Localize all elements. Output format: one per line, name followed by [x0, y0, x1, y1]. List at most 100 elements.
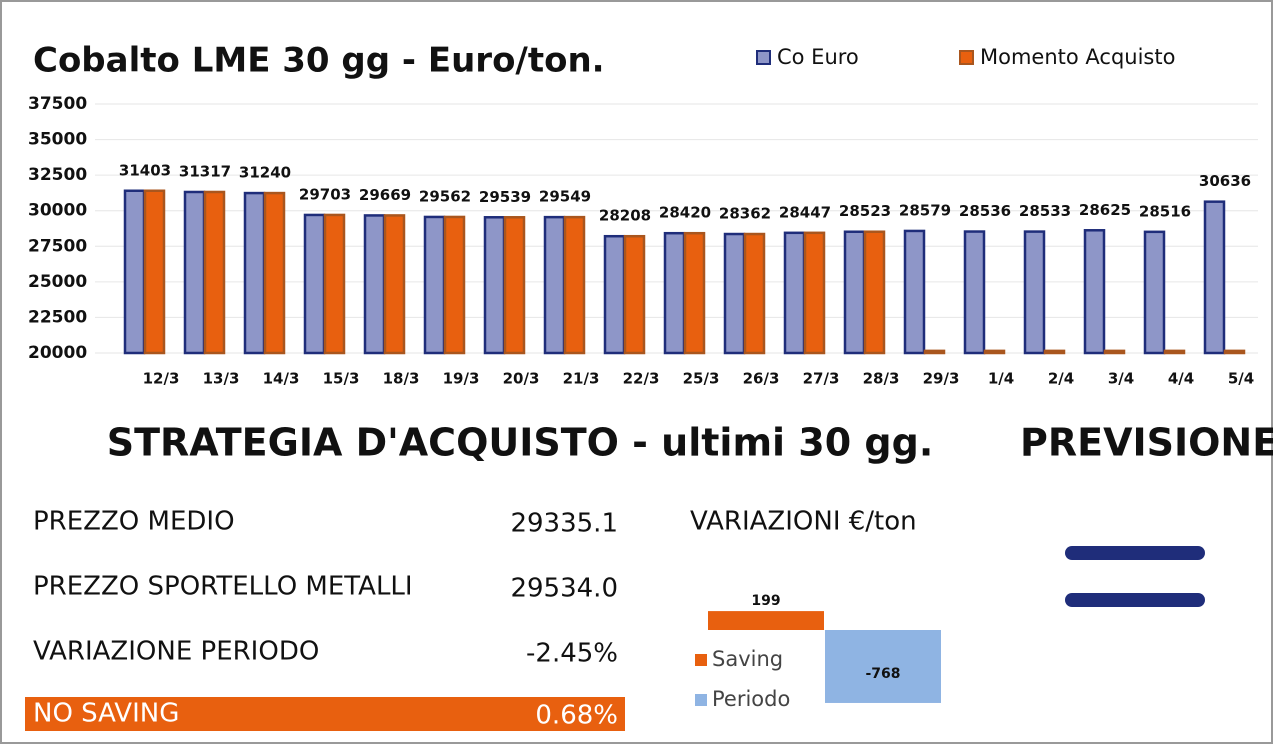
data-label: 28533: [1019, 202, 1071, 220]
bar: [683, 231, 706, 355]
x-tick-label: 2/4: [1048, 370, 1074, 388]
y-tick-label: 32500: [28, 165, 87, 185]
data-label: 28208: [599, 207, 651, 225]
data-label: -768: [865, 666, 900, 682]
x-tick-label: 25/3: [683, 370, 720, 388]
bar: [1023, 230, 1046, 355]
x-tick-label: 13/3: [203, 370, 240, 388]
bar: [363, 214, 386, 355]
bar: [323, 213, 346, 355]
bar: [183, 190, 206, 355]
y-tick-label: 37500: [28, 94, 87, 114]
data-label: 29703: [299, 185, 351, 203]
bar: [1223, 349, 1246, 355]
bar: [863, 230, 886, 355]
x-tick-label: 28/3: [863, 370, 900, 388]
data-label: 29562: [419, 187, 471, 205]
legend-label: Momento Acquisto: [980, 45, 1175, 69]
y-tick-label: 27500: [28, 236, 87, 256]
bar: [963, 230, 986, 355]
legend-swatch: [959, 50, 974, 65]
bar: [1083, 229, 1106, 355]
row-value: 29534.0: [510, 574, 618, 604]
result-label: NO SAVING: [33, 699, 179, 729]
legend-swatch: [756, 50, 771, 65]
legend-swatch: [695, 654, 707, 666]
bar: [803, 231, 826, 355]
bar: [663, 231, 686, 355]
x-tick-label: 18/3: [383, 370, 420, 388]
x-tick-label: 3/4: [1108, 370, 1134, 388]
bar: [383, 214, 406, 355]
bar: [123, 189, 146, 355]
data-label: 28362: [719, 205, 771, 223]
x-tick-label: 15/3: [323, 370, 360, 388]
data-label: 199: [751, 593, 780, 609]
legend-swatch: [695, 694, 707, 706]
data-label: 28625: [1079, 201, 1131, 219]
x-tick-label: 5/4: [1228, 370, 1254, 388]
legend-label: Co Euro: [777, 45, 859, 69]
x-tick-label: 29/3: [923, 370, 960, 388]
data-label: 28516: [1139, 202, 1191, 220]
x-tick-label: 22/3: [623, 370, 660, 388]
bar: [423, 215, 446, 355]
legend-label: Periodo: [712, 687, 790, 711]
data-label: 30636: [1199, 172, 1251, 190]
data-label: 28420: [659, 204, 711, 222]
bar: [708, 611, 824, 630]
bar: [783, 231, 806, 355]
bar: [623, 234, 646, 355]
bar: [983, 349, 1006, 355]
bar: [263, 191, 286, 355]
x-tick-label: 12/3: [143, 370, 180, 388]
bar: [743, 232, 766, 355]
row-value: -2.45%: [526, 639, 618, 669]
bar: [1103, 349, 1126, 355]
y-tick-label: 22500: [28, 307, 87, 327]
result-band: [25, 697, 625, 731]
y-tick-label: 30000: [28, 201, 87, 221]
chart-title: Cobalto LME 30 gg - Euro/ton.: [33, 41, 605, 81]
x-tick-label: 1/4: [988, 370, 1014, 388]
x-tick-label: 14/3: [263, 370, 300, 388]
forecast-title: PREVISIONE: [1020, 421, 1273, 465]
bar: [1143, 230, 1166, 355]
bar: [603, 234, 626, 355]
y-tick-label: 25000: [28, 272, 87, 292]
data-label: 31240: [239, 164, 291, 182]
x-tick-label: 27/3: [803, 370, 840, 388]
data-label: 28447: [779, 203, 831, 221]
bar: [243, 191, 266, 355]
bar: [1043, 349, 1066, 355]
data-label: 31403: [119, 161, 171, 179]
x-tick-label: 26/3: [743, 370, 780, 388]
bar: [543, 215, 566, 355]
x-tick-label: 21/3: [563, 370, 600, 388]
row-label: PREZZO MEDIO: [33, 507, 235, 537]
bar: [1163, 349, 1186, 355]
bar: [843, 230, 866, 355]
bar: [503, 216, 526, 355]
data-label: 31317: [179, 162, 231, 180]
data-label: 28536: [959, 202, 1011, 220]
data-label: 29549: [539, 188, 591, 206]
bar: [443, 215, 466, 355]
legend-label: Saving: [712, 647, 783, 671]
x-tick-label: 20/3: [503, 370, 540, 388]
bar: [483, 216, 506, 355]
data-label: 29539: [479, 188, 531, 206]
result-value: 0.68%: [535, 701, 618, 731]
data-label: 28579: [899, 201, 951, 219]
bar: [825, 630, 941, 703]
bar: [563, 215, 586, 355]
bar: [1203, 200, 1226, 355]
y-tick-label: 35000: [28, 130, 87, 150]
bar: [923, 349, 946, 355]
bar: [203, 190, 226, 355]
data-label: 28523: [839, 202, 891, 220]
row-value: 29335.1: [510, 509, 618, 539]
